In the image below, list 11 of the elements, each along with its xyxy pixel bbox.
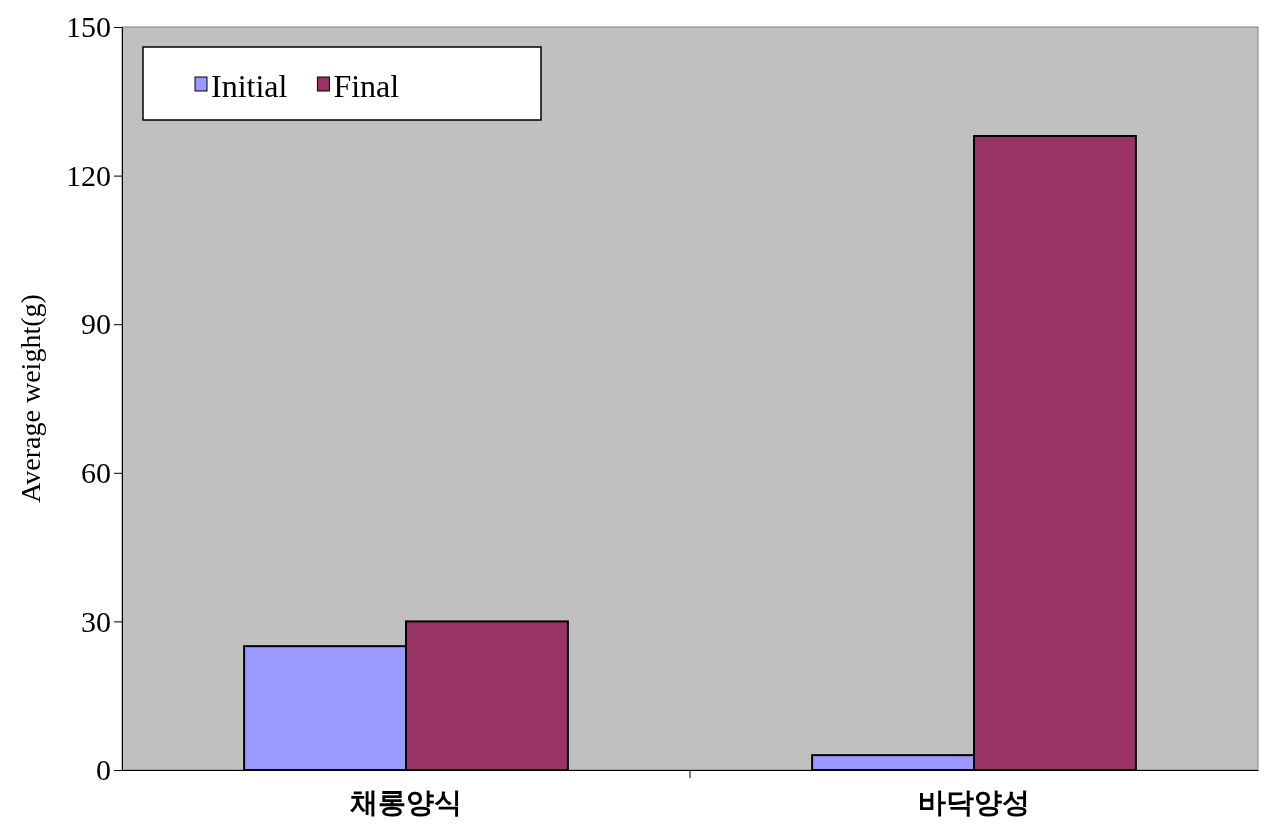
y-tick-label: 90 xyxy=(81,307,111,341)
x-tick-label: 채롱양식 xyxy=(350,786,462,818)
legend-label: Final xyxy=(333,68,400,104)
y-tick-label: 0 xyxy=(96,753,111,787)
y-tick-label: 60 xyxy=(81,455,111,489)
y-tick-label: 120 xyxy=(66,158,111,192)
y-axis-title: Average weight(g) xyxy=(15,294,46,503)
y-tick-label: 150 xyxy=(66,10,111,44)
legend-label: Initial xyxy=(211,68,288,104)
x-tick-label: 바닥양성 xyxy=(918,786,1030,818)
y-tick-label: 30 xyxy=(81,604,111,638)
